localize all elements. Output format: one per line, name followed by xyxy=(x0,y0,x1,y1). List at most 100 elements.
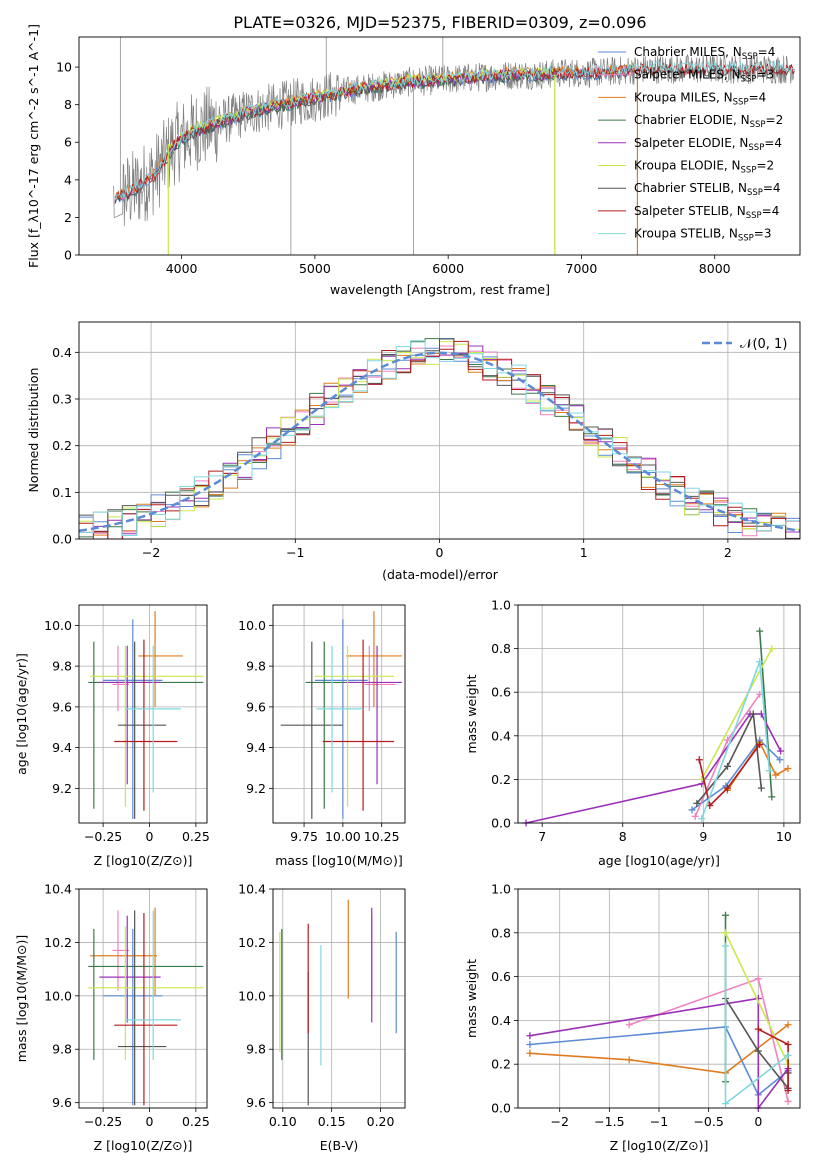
y-tick-label: 0.0 xyxy=(52,532,72,547)
x-tick-label: 9 xyxy=(699,829,707,844)
weight-line-chabrier-stelib xyxy=(693,710,765,807)
x-tick-label: −1 xyxy=(286,545,304,560)
y-tick-label: 0.1 xyxy=(52,485,72,500)
weight-line-salpeter-stelib xyxy=(695,741,764,810)
errorbar-kroupa-miles xyxy=(90,907,157,996)
y-tick-label: 0.4 xyxy=(491,1013,511,1028)
x-tick-label: 6000 xyxy=(432,261,464,276)
y-tick-label: 9.4 xyxy=(52,740,72,755)
weight-point xyxy=(526,1032,534,1040)
legend-tail: =2 xyxy=(756,159,774,173)
axes-frame xyxy=(78,321,801,540)
errorbar-chabrier-stelib xyxy=(117,910,167,1106)
y-tick-label: 10.4 xyxy=(44,882,72,897)
weight-point xyxy=(625,1021,633,1029)
weight-point xyxy=(698,815,706,823)
y-axis-label: age [log10(age/yr)] xyxy=(14,653,29,775)
errorbar-chabrier-miles xyxy=(103,929,163,1106)
x-tick-label: −1 xyxy=(650,1114,668,1129)
weight-point xyxy=(784,1086,792,1094)
legend-sub: SSP xyxy=(742,52,758,62)
weight-point xyxy=(722,942,730,950)
residual-histogram-panel: −2 −1 0 1 2 0.0 0.1 0.2 0.3 0.4 𝒩(0, 1) (data-model… xyxy=(26,321,801,582)
legend-label: Chabrier STELIB, N xyxy=(634,181,747,195)
legend-tail: =4 xyxy=(762,204,780,218)
weight-point xyxy=(754,1025,762,1033)
weight-vs-metallicity-panel: −2 −1.5 −1 −0.5 0 0.0 0.2 0.4 0.6 0.8 1.0 Z [log10(… xyxy=(464,882,801,1153)
figure-title: PLATE=0326, MJD=52375, FIBERID=0309, z=0… xyxy=(233,13,646,32)
weight-point xyxy=(693,799,701,807)
legend-tail: =4 xyxy=(758,45,776,59)
legend-tail: =4 xyxy=(749,90,767,104)
y-axis-label: Normed distribution xyxy=(26,368,41,493)
y-tick-label: 1.0 xyxy=(491,882,511,897)
y-tick-label: 10 xyxy=(56,60,72,75)
weight-vs-age-panel: 7 8 9 10 0.0 0.2 0.4 0.6 0.8 1.0 age [log10(age/yr… xyxy=(464,598,801,868)
weight-point xyxy=(756,627,764,635)
weight-line-kroupa-stelib xyxy=(698,658,773,823)
x-tick-label: 7000 xyxy=(566,261,598,276)
errorbar-salpeter-miles xyxy=(112,910,130,991)
axes-frame xyxy=(272,888,406,1109)
weight-point xyxy=(749,710,757,718)
model-spectrum-chabrier-stelib xyxy=(114,64,795,202)
x-tick-label: 0 xyxy=(436,545,444,560)
weight-point xyxy=(723,736,731,744)
mass-vs-metallicity-panel: −0.25 0 0.25 9.6 9.8 10.0 10.2 10.4 Z [log10(Z/Z… xyxy=(14,882,210,1154)
legend-entry: Chabrier STELIB, NSSP=4 xyxy=(634,181,781,198)
x-tick-label: −0.25 xyxy=(84,829,122,844)
y-tick-label: 10.0 xyxy=(238,618,266,633)
x-tick-label: 0 xyxy=(146,1114,154,1129)
weight-line xyxy=(698,744,761,808)
spectrum-lines xyxy=(113,37,796,255)
y-tick-label: 10.0 xyxy=(44,988,72,1003)
axes-frame xyxy=(78,604,208,824)
legend-tail: =2 xyxy=(766,113,784,127)
x-axis-label: (data-model)/error xyxy=(382,567,499,582)
legend-label: Salpeter MILES, N xyxy=(634,68,741,82)
y-tick-label: 9.6 xyxy=(246,1095,266,1110)
x-tick-label: 2 xyxy=(724,545,732,560)
weight-point xyxy=(722,911,730,919)
x-tick-label: 0.25 xyxy=(182,829,210,844)
legend-sub: SSP xyxy=(733,97,749,107)
legend-tail: =4 xyxy=(763,181,781,195)
x-axis-label: E(B-V) xyxy=(320,1138,359,1153)
legend-sub: SSP xyxy=(747,188,763,198)
y-tick-label: 0.8 xyxy=(491,641,511,656)
errorbar-salpeter-elodie xyxy=(345,645,402,785)
weight-point xyxy=(756,658,764,666)
x-tick-label: −1.5 xyxy=(594,1114,624,1129)
weight-point xyxy=(722,1100,730,1108)
y-tick-label: 0.6 xyxy=(491,685,511,700)
weight-point xyxy=(756,741,764,749)
y-tick-label: 10.4 xyxy=(238,882,266,897)
errorbar-salpeter-miles xyxy=(364,645,396,711)
x-tick-label: −0.25 xyxy=(84,1114,122,1129)
y-tick-label: 0.0 xyxy=(491,1101,511,1116)
legend-entry: Kroupa STELIB, NSSP=3 xyxy=(634,227,772,244)
y-tick-label: 0.4 xyxy=(491,728,511,743)
errorbar-salpeter-stelib xyxy=(114,639,178,811)
y-tick-label: 10.0 xyxy=(238,988,266,1003)
weight-point xyxy=(765,767,773,775)
x-tick-label: 0.20 xyxy=(367,1114,395,1129)
weight-line-salpeter-miles xyxy=(625,975,792,1105)
legend-tail: =3 xyxy=(754,227,772,241)
errorbar-chabrier-elodie xyxy=(88,929,204,1060)
legend-tail: =3 xyxy=(756,68,774,82)
weight-line-kroupa-elodie xyxy=(722,929,792,1068)
spectrum-panel: 4000 5000 6000 7000 8000 0 2 4 6 8 10 Chabrier MILE… xyxy=(26,24,801,297)
weight-point xyxy=(772,771,780,779)
y-tick-label: 8 xyxy=(64,97,72,112)
x-axis-label: Z [log10(Z/Z⊙)] xyxy=(94,1138,193,1153)
legend-entry: Kroupa MILES, NSSP=4 xyxy=(634,90,766,107)
legend-sub: SSP xyxy=(741,75,757,85)
weight-point xyxy=(784,1097,792,1105)
model-spectrum-kroupa-stelib xyxy=(114,60,796,201)
errorbar-salpeter-stelib xyxy=(322,639,395,811)
y-tick-label: 1.0 xyxy=(491,598,511,613)
y-axis-label: Flux [f_λ10^-17 erg cm^-2 s^-1 A^-1] xyxy=(26,24,41,268)
x-tick-label: 9.75 xyxy=(290,829,318,844)
